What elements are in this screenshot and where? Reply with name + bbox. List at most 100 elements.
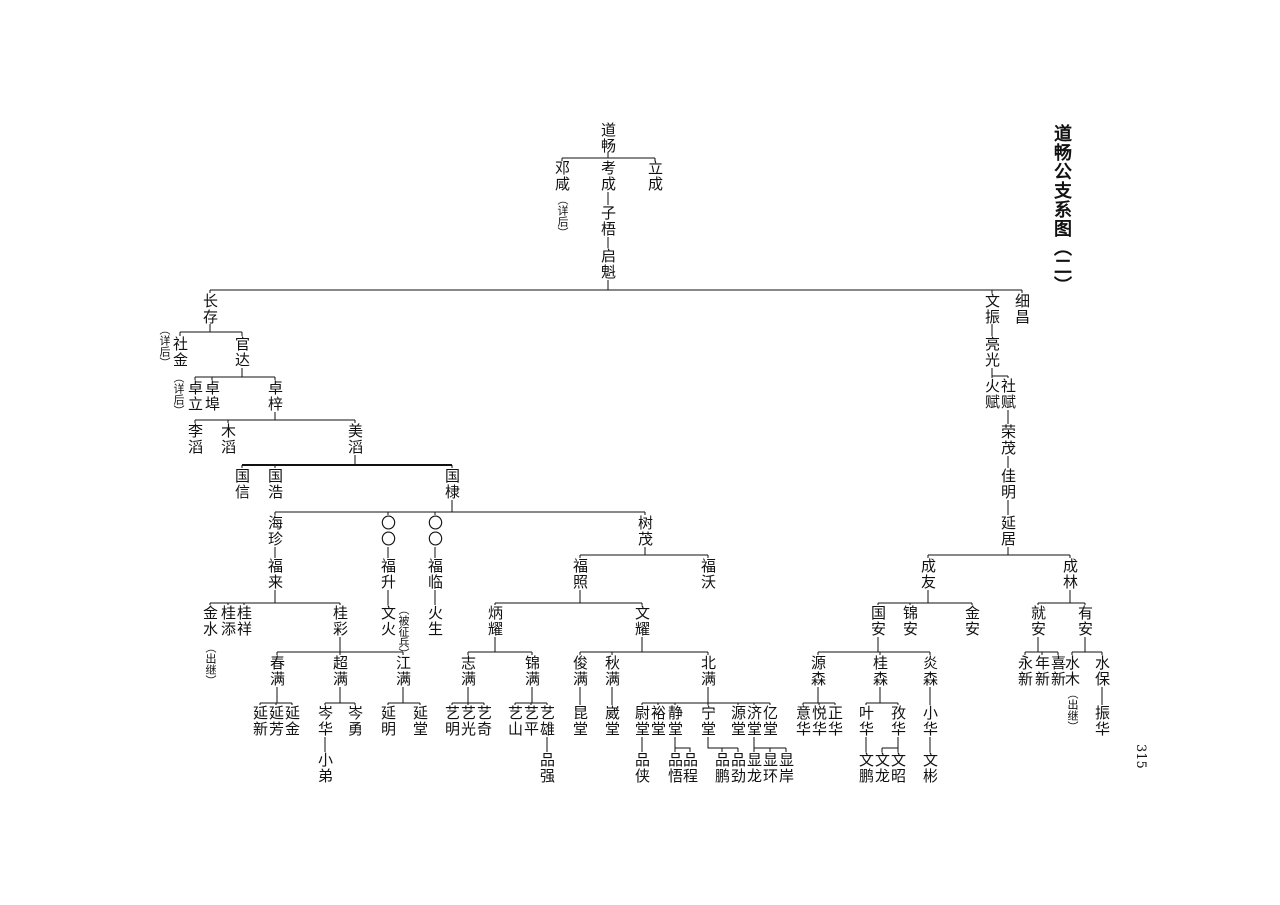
person-node: 水保 — [1093, 655, 1111, 687]
person-note: （出继） — [204, 642, 217, 686]
person-node: 〇〇 — [379, 515, 397, 547]
person-node: 国安 — [869, 605, 887, 637]
person-node: 品强 — [538, 752, 556, 784]
person-node: 福升 — [379, 558, 397, 590]
person-node: 有安 — [1076, 605, 1094, 637]
person-node: 显岸 — [777, 752, 795, 784]
person-node: 李滔 — [186, 423, 204, 455]
person-node: 文龙 — [873, 752, 891, 784]
person-node: 品悟 — [666, 752, 684, 784]
person-node: 福来 — [266, 558, 284, 590]
person-node: 子梧 — [599, 205, 617, 237]
person-node: 品程 — [681, 752, 699, 784]
person-node: 成林 — [1061, 558, 1079, 590]
person-node: 就安 — [1029, 605, 1047, 637]
person-node: 小华 — [921, 705, 939, 737]
person-node: 岑华 — [316, 705, 334, 737]
person-node: 锦安 — [901, 605, 919, 637]
person-node: 锦满 — [523, 655, 541, 687]
person-node: 品鹏 — [713, 752, 731, 784]
person-node: 金水 — [201, 605, 219, 637]
person-node: 源堂 — [729, 705, 747, 737]
person-node: 官达 — [233, 336, 251, 368]
person-note: （详后） — [556, 194, 569, 238]
person-node: 延堂 — [411, 705, 429, 737]
person-node: 显龙 — [745, 752, 763, 784]
person-node: 文鹏 — [857, 752, 875, 784]
person-node: 桂森 — [871, 655, 889, 687]
person-node: 艺光 — [459, 705, 477, 737]
person-node: 海珍 — [266, 515, 284, 547]
person-node: 考成 — [599, 160, 617, 192]
person-node: 北满 — [699, 655, 717, 687]
person-note: （出继） — [1066, 688, 1079, 732]
person-node: 艺雄 — [538, 705, 556, 737]
person-node: 叶华 — [857, 705, 875, 737]
person-node: 文昭 — [889, 752, 907, 784]
person-node: 荣茂 — [999, 424, 1017, 456]
person-node: 国棣 — [443, 468, 461, 500]
person-node: 悦华 — [810, 705, 828, 737]
person-node: 春满 — [268, 655, 286, 687]
person-node: 细昌 — [1013, 293, 1031, 325]
person-node: 小弟 — [316, 752, 334, 784]
person-node: 正华 — [826, 705, 844, 737]
person-node: 卓梓 — [266, 380, 284, 412]
person-node: 秋满 — [603, 655, 621, 687]
person-node: 金安 — [963, 605, 981, 637]
person-node: 水木 — [1063, 655, 1081, 687]
person-node: 静堂 — [666, 705, 684, 737]
person-node: 岑勇 — [346, 705, 364, 737]
person-node: 超满 — [331, 655, 349, 687]
person-node: 喜新 — [1049, 655, 1067, 687]
person-node: 〇〇 — [426, 515, 444, 547]
person-node: 桂彩 — [331, 605, 349, 637]
person-node: 艺奇 — [475, 705, 493, 737]
person-node: 道畅 — [599, 122, 617, 154]
person-node: 显环 — [761, 752, 779, 784]
person-node: 长存 — [201, 293, 219, 325]
person-node: 延金 — [283, 705, 301, 737]
person-node: 火生 — [426, 605, 444, 637]
person-node: 邓咸 — [553, 160, 571, 192]
person-node: 孜华 — [889, 705, 907, 737]
person-node: 木滔 — [219, 423, 237, 455]
person-node: 亮光 — [983, 336, 1001, 368]
person-node: 卓埠 — [203, 380, 221, 412]
person-node: 卓立 — [186, 380, 204, 412]
person-node: 延新 — [251, 705, 269, 737]
person-node: 立成 — [646, 160, 664, 192]
person-node: 炳耀 — [486, 605, 504, 637]
person-node: 启魁 — [599, 248, 617, 280]
tree-branch-lines — [179, 152, 1103, 752]
person-node: 桂祥 — [235, 605, 253, 637]
person-node: 宁堂 — [699, 705, 717, 737]
person-node: 振华 — [1093, 705, 1111, 737]
person-node: 志满 — [459, 655, 477, 687]
person-node: 年新 — [1033, 655, 1051, 687]
person-node: 亿堂 — [761, 705, 779, 737]
person-node: 济堂 — [745, 705, 763, 737]
person-node: 福沃 — [699, 558, 717, 590]
person-node: 文火 — [379, 605, 397, 637]
person-node: 艺明 — [443, 705, 461, 737]
person-node: 美滔 — [346, 423, 364, 455]
person-node: 国浩 — [266, 468, 284, 500]
person-node: 文彬 — [921, 752, 939, 784]
person-node: 文振 — [983, 293, 1001, 325]
chart-title: 道畅公支系图（二） — [1051, 124, 1072, 295]
person-node: 永新 — [1016, 655, 1034, 687]
person-node: 昆堂 — [571, 705, 589, 737]
person-node: 国信 — [233, 468, 251, 500]
person-node: 福照 — [571, 558, 589, 590]
person-node: 桂添 — [219, 605, 237, 637]
person-node: 源森 — [809, 655, 827, 687]
person-node: 火赋 — [983, 378, 1001, 410]
person-note: （被征兵） — [397, 604, 410, 659]
person-node: 尉堂 — [633, 705, 651, 737]
person-node: 品劲 — [729, 752, 747, 784]
person-note: （详后） — [158, 324, 171, 368]
person-node: 艺平 — [522, 705, 540, 737]
